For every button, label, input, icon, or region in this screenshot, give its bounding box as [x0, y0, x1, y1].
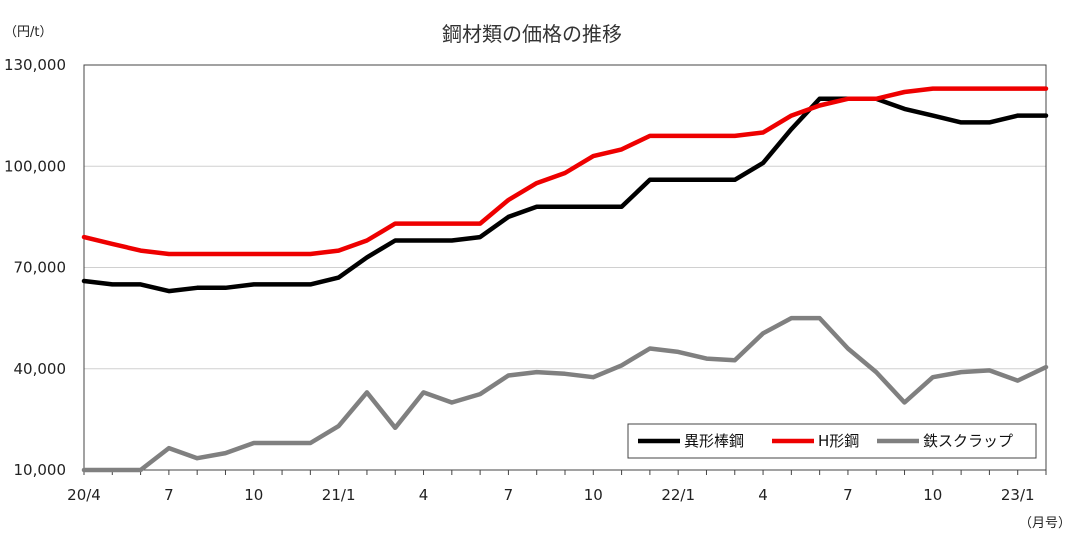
y-tick-label: 40,000	[14, 360, 67, 378]
x-tick-label: 4	[419, 486, 429, 504]
x-tick-label: 7	[504, 486, 514, 504]
x-tick-label: 23/1	[1001, 486, 1035, 504]
y-tick-label: 100,000	[4, 157, 66, 175]
x-tick-label: 10	[923, 486, 942, 504]
y-unit-label: （円/t）	[4, 25, 52, 40]
series-line-1	[81, 86, 1049, 257]
x-tick-label: 20/4	[67, 486, 101, 504]
legend-label: 鉄スクラップ	[923, 432, 1013, 450]
x-tick-label: 10	[584, 486, 603, 504]
legend: 異形棒鋼 H形鋼 鉄スクラップ	[627, 423, 1037, 459]
legend-label: 異形棒鋼	[684, 432, 744, 450]
x-tick-label: 7	[843, 486, 853, 504]
series-lines	[81, 86, 1049, 473]
x-tick-label: 4	[758, 486, 768, 504]
x-unit-label: （月号）	[1019, 516, 1071, 531]
x-tick-label: 10	[244, 486, 263, 504]
x-tick-label: 7	[164, 486, 174, 504]
x-tick-label: 21/1	[322, 486, 356, 504]
legend-label: H形鋼	[818, 432, 859, 450]
x-tick-label: 22/1	[661, 486, 695, 504]
grid	[84, 165, 1046, 370]
legend-box	[627, 423, 1037, 459]
chart-title: 鋼材類の価格の推移	[442, 22, 622, 46]
y-tick-label: 130,000	[4, 56, 66, 74]
series-line-0	[81, 96, 1049, 294]
y-tick-label: 10,000	[14, 461, 67, 479]
axes: 10,000 40,000 70,000 100,000 130,000 20/4 7 10 2…	[4, 56, 1047, 504]
y-tick-label: 70,000	[14, 259, 67, 277]
series-line-2	[81, 315, 1049, 473]
